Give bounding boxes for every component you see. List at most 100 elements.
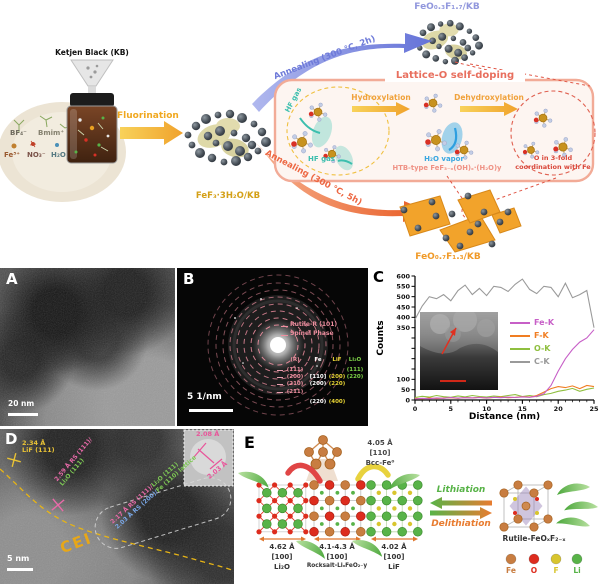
panel-a-scalebar-text: 20 nm [8, 399, 35, 408]
hrtem-overlays [0, 429, 234, 584]
series-line-Fe-K [414, 329, 595, 400]
yellow-conversion-arrow [355, 463, 391, 482]
saed-graphics [207, 274, 349, 416]
panel-c-eds-chart: C 0 50 100 350 400 450 500 550 600 0 5 10 15 20 25 Coun… [368, 268, 600, 426]
fft-inset-border [183, 429, 234, 487]
diffraction-rings [207, 274, 349, 416]
b-table-cell: (220) [309, 399, 327, 405]
rs-name-label: Rocksalt-LiₓFeO₂₋y [306, 563, 368, 569]
lif-lattice [366, 480, 423, 537]
atom-legend-circles [505, 553, 583, 565]
li2o-name-label: Li₂O [274, 563, 290, 571]
dimension-arrows [259, 536, 418, 542]
legend-swatch [510, 347, 530, 350]
fringe-label-lif: 2.34 Å LiF (111) [22, 439, 55, 455]
inset-scalebar [440, 380, 466, 382]
jar-cap [70, 93, 114, 107]
series-line-C-K [414, 278, 595, 328]
ring-note-dash-2 [281, 335, 288, 336]
panel-d-label: D [5, 430, 18, 448]
rs-d-label: 4.1-4.3 Å [319, 543, 355, 551]
y-tick-label: 450 [396, 303, 410, 311]
lif-d-label: 4.02 Å [381, 543, 407, 551]
hf-arrow-2 [337, 159, 353, 165]
red-dashed-circle [510, 90, 596, 176]
dehydroxylation-arrow [460, 102, 518, 116]
h2o-vapor-label: H₂O vapor [424, 155, 464, 163]
o-coordination-line1: O in 3-fold [533, 154, 573, 162]
b-table-cell: (210) [286, 381, 304, 387]
ion-h2o: H₂O [51, 151, 66, 159]
legend-label: F-K [534, 331, 549, 340]
panel-a-scalebar [8, 413, 38, 416]
b-table-cell: (211) [286, 389, 304, 395]
fluorination-arrow [120, 121, 183, 145]
delithiation-arrow [430, 507, 492, 519]
red-conversion-arrow [285, 462, 323, 484]
panel-b-saed: B Rutile-R (101) Spinel Phase (R) Fe LiF Li… [177, 268, 368, 426]
inset-fringe-marks [193, 442, 223, 470]
yellow-dashed-ellipse [286, 86, 390, 176]
panel-b-label: B [183, 270, 195, 288]
box-title: Lattice-O self-doping [385, 70, 525, 82]
lithiation-label: Lithiation [436, 485, 486, 495]
panel-c-label: C [373, 268, 385, 286]
feo07f13-crystals [399, 189, 522, 253]
b-table-header: Li₂O [348, 357, 362, 363]
delithiation-label: Delithiation [431, 519, 491, 529]
legend-label: O-K [534, 344, 551, 353]
b-table-cell: (200) [309, 381, 327, 387]
product-bottom-label: FeO₀.₇F₁.₃/KB [415, 252, 481, 262]
rs-dir-label: [100] [326, 553, 348, 561]
fringe-cross-markers [7, 453, 65, 512]
annealing-top-arrow [252, 33, 432, 112]
tem-grain [0, 268, 175, 426]
x-tick-label: 10 [482, 405, 492, 413]
ion-bf4: BF₄⁻ [10, 129, 27, 137]
grain-outline [94, 477, 232, 549]
rutile-cell [499, 480, 553, 532]
ring-note-2: Spinel Phase [290, 330, 334, 337]
b-ring-dash [277, 370, 283, 371]
cei-boundary [0, 468, 234, 572]
li-ion-swooshes [238, 471, 598, 559]
bcc-dir-label: [110] [369, 449, 391, 457]
legend-entry: F-K [510, 331, 554, 340]
b-table-cell: (220) [328, 381, 346, 387]
feo03f17-cluster [413, 19, 483, 65]
rocksalt-lattice [309, 480, 366, 537]
legend-swatch [510, 334, 530, 337]
panel-b-scalebar-text: 5 1/nm [187, 392, 222, 402]
ring-note-dash-1 [281, 326, 288, 327]
y-tick-label: 350 [396, 324, 410, 332]
y-tick-label: 0 [405, 396, 410, 404]
x-tick-label: 20 [554, 405, 564, 413]
b-ring-dash [277, 392, 283, 393]
li2o-d-label: 4.62 Å [269, 543, 295, 551]
y-tick-label: 50 [401, 386, 411, 394]
rutile-name-label: Rutile-FeOₓF₂₋ₓ [502, 534, 566, 543]
hf-arrow-1 [299, 117, 321, 134]
eds-inset-stem-image [420, 312, 498, 390]
b-table-header: Fe [314, 357, 322, 363]
x-axis-title: Distance (nm) [469, 412, 540, 422]
b-table-cell: (220) [346, 374, 364, 380]
b-ring-dash [277, 377, 283, 378]
htb-molecules [291, 93, 573, 164]
li2o-lattice [256, 482, 309, 535]
panel-d-hrtem: D 2.34 Å LiF (111) 2.59 Å RS (111)/ Li₂O … [0, 429, 234, 584]
series-line-O-K [414, 387, 595, 399]
hf-gas-label-2: HF gas [308, 155, 335, 163]
x-tick-label: 25 [589, 405, 599, 413]
bcc-fe-cluster [304, 435, 342, 481]
bcc-name-label: Bcc-Fe⁰ [365, 459, 395, 467]
hydroxylation-label: Hydroxylation [351, 93, 411, 102]
legend-entry: C-K [510, 357, 554, 366]
y-tick-label: 400 [396, 314, 410, 322]
ring-note-1: Rutile-R (101) [290, 321, 338, 328]
panel-a-tem: A 20 nm [0, 268, 175, 426]
dehydroxylation-label: Dehydroxylation [454, 93, 524, 102]
b-table-header: LiF [332, 357, 342, 363]
fef3-cluster [184, 109, 271, 166]
